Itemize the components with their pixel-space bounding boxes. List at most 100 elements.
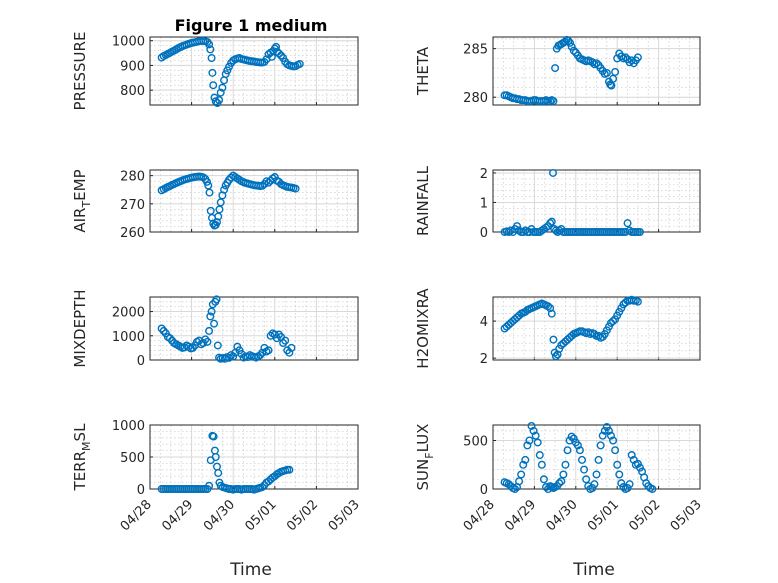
x-tick-label: 05/01: [243, 497, 280, 534]
data-point: [521, 455, 530, 464]
data-point: [211, 453, 220, 462]
y-tick-label: 0: [137, 483, 145, 498]
y-tick-label: 500: [120, 451, 145, 466]
data-point: [519, 460, 528, 469]
data-point: [209, 81, 218, 90]
y-tick-label: 1000: [112, 419, 145, 434]
subplot-theta: 285 280 THETA: [414, 35, 701, 106]
data-point: [578, 455, 587, 464]
data-point: [208, 68, 217, 77]
data-point: [264, 178, 273, 187]
data-point: [590, 330, 599, 339]
data-point: [613, 460, 622, 469]
data-point: [208, 300, 217, 309]
data-point: [588, 58, 597, 67]
y-tick-label: 2000: [112, 306, 145, 321]
data-point: [517, 470, 526, 479]
data-point: [633, 297, 642, 306]
axes-box: [492, 36, 701, 106]
data-point: [537, 460, 546, 469]
data-point: [617, 52, 626, 61]
data-point: [213, 341, 222, 350]
data-point: [541, 483, 550, 492]
data-point: [258, 483, 267, 492]
data-point: [609, 317, 618, 326]
data-point: [539, 475, 548, 484]
data-point: [609, 436, 618, 445]
data-point: [596, 441, 605, 450]
data-series: [500, 295, 642, 361]
axes-box: [149, 424, 359, 490]
data-point: [611, 446, 620, 455]
data-point: [566, 38, 575, 47]
data-point: [559, 470, 568, 479]
data-point: [220, 354, 229, 363]
data-point: [209, 432, 218, 441]
x-tick-label: 04/30: [544, 497, 581, 534]
data-point: [627, 451, 636, 460]
data-point: [205, 481, 214, 490]
data-point: [633, 53, 642, 62]
data-point: [533, 438, 542, 447]
data-point: [202, 177, 211, 186]
y-axis-label: AIRTEMP: [71, 169, 93, 232]
data-point: [615, 470, 624, 479]
data-point: [590, 480, 599, 489]
data-point: [203, 337, 212, 346]
axes-box: [492, 296, 701, 361]
y-tick-label: 500: [463, 435, 488, 450]
data-point: [529, 426, 538, 435]
axes-box: [492, 424, 701, 490]
data-point: [635, 227, 644, 236]
data-point: [564, 36, 573, 45]
data-point: [295, 59, 304, 68]
data-point: [621, 53, 630, 62]
axes-box: [149, 36, 359, 106]
data-point: [551, 64, 560, 73]
y-tick-label: 2: [480, 167, 488, 182]
data-point: [598, 431, 607, 440]
y-axis-label: TERRMSL: [71, 423, 93, 492]
data-point: [549, 335, 558, 344]
data-point: [582, 475, 591, 484]
data-point: [221, 70, 230, 79]
data-point: [205, 40, 214, 49]
data-point: [611, 67, 620, 76]
plot-area: [492, 36, 701, 106]
y-tick-label: 1000: [112, 35, 145, 50]
data-point: [210, 319, 219, 328]
subplot-pressure: 1000 900 800 PRESSURE: [71, 32, 359, 110]
data-point: [207, 54, 216, 63]
data-point: [604, 426, 613, 435]
data-point: [206, 45, 215, 54]
data-point: [205, 188, 214, 197]
data-series: [157, 171, 300, 230]
axes-box: [149, 169, 359, 233]
x-tick-label: 05/02: [626, 497, 663, 534]
data-point: [223, 66, 232, 75]
data-point: [617, 479, 626, 488]
data-point: [551, 352, 560, 361]
x-tick-label: 04/28: [118, 497, 155, 534]
data-point: [588, 484, 597, 493]
data-point: [569, 434, 578, 443]
data-point: [567, 42, 576, 51]
data-point: [267, 52, 276, 61]
data-point: [606, 431, 615, 440]
x-axis-label-left: Time: [229, 560, 272, 580]
axes-box: [492, 169, 701, 233]
data-series: [157, 431, 294, 494]
data-series: [500, 421, 657, 494]
data-series: [500, 168, 644, 236]
data-point: [633, 459, 642, 468]
y-tick-label: 0: [480, 226, 488, 241]
y-tick-label: 800: [120, 84, 145, 99]
x-tick-label: 04/28: [461, 497, 498, 534]
data-point: [563, 446, 572, 455]
data-series: [500, 35, 642, 106]
data-point: [561, 460, 570, 469]
data-point: [535, 451, 544, 460]
data-point: [212, 295, 221, 304]
y-tick-label: 1: [480, 196, 488, 211]
